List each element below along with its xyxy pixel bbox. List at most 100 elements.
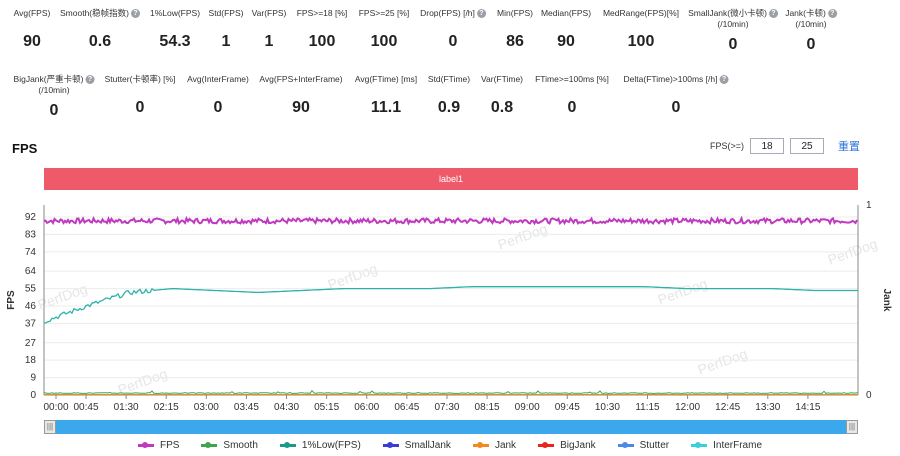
legend-item-bigjank[interactable]: BigJank xyxy=(538,440,596,451)
watermark-6: PerfDog xyxy=(696,345,750,378)
stat-label: Delta(FTime)>100ms [/h]? xyxy=(624,74,729,85)
stat-r1-11: SmallJank(微小卡顿)? (/10min) 0 xyxy=(688,8,778,54)
legend-swatch-icon xyxy=(382,441,399,448)
y-right-axis-label: Jank xyxy=(881,289,892,312)
legend-item-stutter[interactable]: Stutter xyxy=(617,440,669,451)
stat-label: FPS>=25 [%] xyxy=(358,8,410,18)
fps-chart[interactable]: PerfDogPerfDogPerfDogPerfDogPerfDogPerfD… xyxy=(0,195,900,420)
help-icon[interactable]: ? xyxy=(768,9,778,19)
reset-button[interactable]: 重置 xyxy=(838,141,860,153)
watermark-2: PerfDog xyxy=(496,220,550,253)
y-tick-6: 55 xyxy=(25,284,37,295)
x-tick-5: 03:45 xyxy=(234,402,259,413)
stat-value: 0 xyxy=(728,36,738,53)
label-bar[interactable]: label1 xyxy=(44,168,858,190)
stat-r1-10: MedRange(FPS)[%] 100 xyxy=(603,8,679,51)
stat-r1-5: FPS>=18 [%] 100 xyxy=(297,8,348,51)
stat-value: 0 xyxy=(567,99,577,116)
y-tick-9: 83 xyxy=(25,229,37,240)
slider-right-handle[interactable]: ||| xyxy=(846,420,858,434)
x-tick-7: 05:15 xyxy=(314,402,339,413)
stat-r1-12: Jank(卡顿)? (/10min) 0 xyxy=(785,8,837,54)
y-right-tick-1: 1 xyxy=(866,200,872,211)
stat-value: 86 xyxy=(506,33,524,50)
stat-r2-0: BigJank(严重卡顿)? (/10min) 0 xyxy=(14,74,95,120)
stat-value: 0.6 xyxy=(88,33,112,50)
stat-label: Jank(卡顿)? (/10min) xyxy=(785,8,837,30)
stat-label: MedRange(FPS)[%] xyxy=(602,8,680,18)
stat-value: 100 xyxy=(308,33,336,50)
stat-r1-8: Min(FPS) 86 xyxy=(497,8,533,51)
stat-r1-0: Avg(FPS) 90 xyxy=(14,8,51,51)
watermark-1: PerfDog xyxy=(326,260,380,293)
legend-swatch-icon xyxy=(538,441,555,448)
x-tick-18: 13:30 xyxy=(755,402,780,413)
y-tick-2: 18 xyxy=(25,355,37,366)
x-tick-6: 04:30 xyxy=(274,402,299,413)
help-icon[interactable]: ? xyxy=(476,9,486,19)
series-1pct-low-line xyxy=(43,286,858,324)
stat-value: 0 xyxy=(806,36,816,53)
x-tick-17: 12:45 xyxy=(715,402,740,413)
help-icon[interactable]: ? xyxy=(719,75,729,85)
legend-item-1-low-fps-[interactable]: 1%Low(FPS) xyxy=(279,440,361,451)
stat-value: 0 xyxy=(213,99,223,116)
legend-item-interframe[interactable]: InterFrame xyxy=(691,440,762,451)
series-fps-line xyxy=(43,215,858,226)
legend-label: BigJank xyxy=(560,440,596,451)
stat-r1-7: Drop(FPS) [/h]? 0 xyxy=(420,8,486,51)
stat-r1-9: Median(FPS) 90 xyxy=(541,8,591,51)
fps-threshold-controls: FPS(>=) 重置 xyxy=(710,138,860,154)
legend-label: SmallJank xyxy=(404,440,451,451)
slider-left-handle[interactable]: ||| xyxy=(44,420,56,434)
stat-r2-2: Avg(InterFrame) 0 xyxy=(187,74,249,117)
x-tick-3: 02:15 xyxy=(154,402,179,413)
x-tick-13: 09:45 xyxy=(555,402,580,413)
series-smooth-line xyxy=(43,389,859,395)
fps-threshold-input-1[interactable] xyxy=(750,138,784,154)
y-tick-7: 64 xyxy=(25,266,37,277)
stat-r2-5: Std(FTime) 0.9 xyxy=(428,74,470,117)
x-tick-0: 00:00 xyxy=(43,402,68,413)
legend-item-fps[interactable]: FPS xyxy=(137,440,179,451)
stat-label: 1%Low(FPS) xyxy=(149,8,201,18)
help-icon[interactable]: ? xyxy=(827,9,837,19)
stat-r1-1: Smooth(稳帧指数)? 0.6 xyxy=(60,8,140,51)
stats-row-1: Avg(FPS) 90 Smooth(稳帧指数)? 0.6 1%Low(FPS) 54.3… xyxy=(0,8,900,68)
legend-swatch-icon xyxy=(472,441,489,448)
help-icon[interactable]: ? xyxy=(85,75,95,85)
fps-threshold-input-2[interactable] xyxy=(790,138,824,154)
stat-label: Avg(FTime) [ms] xyxy=(354,74,418,84)
y-tick-10: 92 xyxy=(25,212,37,223)
stat-value: 90 xyxy=(292,99,310,116)
x-tick-19: 14:15 xyxy=(795,402,820,413)
x-tick-11: 08:15 xyxy=(475,402,500,413)
y-tick-3: 27 xyxy=(25,338,37,349)
watermark-3: PerfDog xyxy=(656,275,710,308)
stats-row-2: BigJank(严重卡顿)? (/10min) 0 Stutter(卡顿率) [%] 0… xyxy=(0,74,900,134)
legend-item-smooth[interactable]: Smooth xyxy=(201,440,258,451)
stat-label: Median(FPS) xyxy=(540,8,592,18)
y-tick-4: 37 xyxy=(25,318,37,329)
stat-value: 0.8 xyxy=(490,99,514,116)
stat-r1-3: Std(FPS) 1 xyxy=(209,8,244,51)
x-tick-9: 06:45 xyxy=(394,402,419,413)
stat-r2-3: Avg(FPS+InterFrame) 90 xyxy=(259,74,342,117)
help-icon[interactable]: ? xyxy=(130,9,140,19)
legend-item-jank[interactable]: Jank xyxy=(472,440,516,451)
x-tick-1: 00:45 xyxy=(73,402,98,413)
legend-item-smalljank[interactable]: SmallJank xyxy=(382,440,451,451)
stat-value: 0 xyxy=(49,102,59,119)
stat-r2-4: Avg(FTime) [ms] 11.1 xyxy=(355,74,417,117)
stat-r1-2: 1%Low(FPS) 54.3 xyxy=(150,8,200,51)
stat-label: Drop(FPS) [/h]? xyxy=(420,8,486,19)
y-right-tick-0: 0 xyxy=(866,390,872,401)
legend-swatch-icon xyxy=(691,441,708,448)
x-tick-14: 10:30 xyxy=(595,402,620,413)
stat-label: Smooth(稳帧指数)? xyxy=(60,8,140,19)
stat-label: SmallJank(微小卡顿)? (/10min) xyxy=(688,8,778,30)
legend-label: InterFrame xyxy=(713,440,763,451)
stat-label: Min(FPS) xyxy=(497,8,533,18)
legend-swatch-icon xyxy=(279,441,296,448)
time-range-slider[interactable]: ||| ||| xyxy=(44,420,858,434)
